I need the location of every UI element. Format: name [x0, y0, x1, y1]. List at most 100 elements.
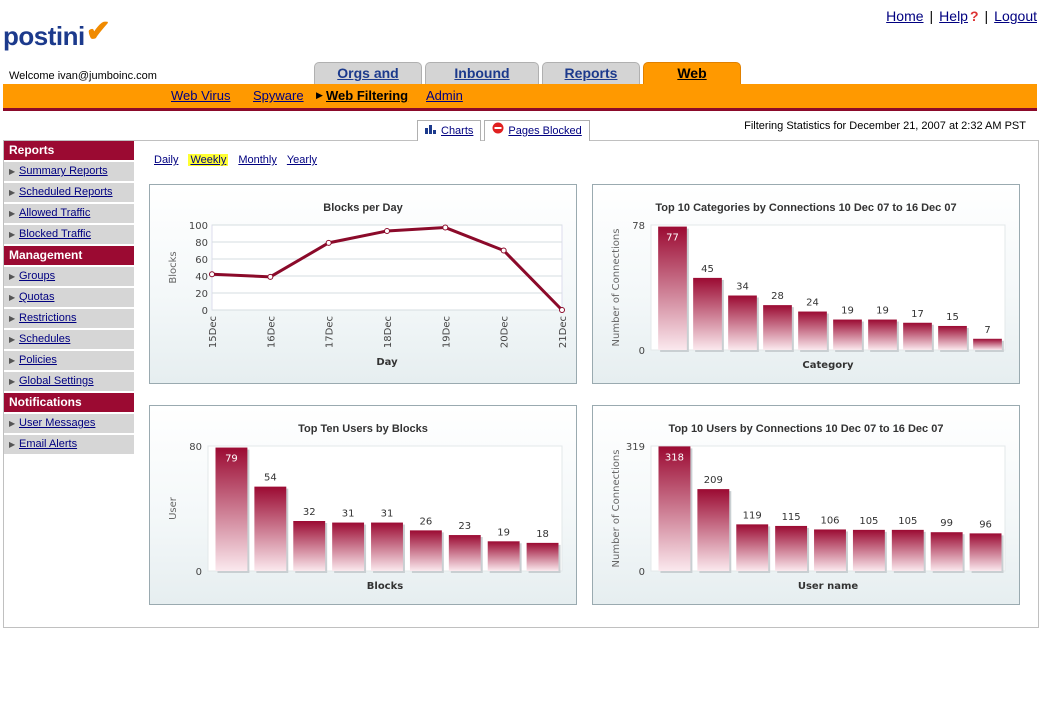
- bar: [658, 446, 691, 571]
- data-label: 77: [666, 233, 679, 244]
- x-axis-label: Category: [802, 360, 854, 371]
- subnav-web-virus[interactable]: Web Virus: [171, 88, 231, 103]
- period-yearly[interactable]: Yearly: [286, 154, 318, 166]
- sidebar-item-groups[interactable]: ▶ Groups: [4, 267, 134, 286]
- data-label: 32: [303, 507, 316, 518]
- x-tick-label: 21Dec: [558, 316, 569, 348]
- period-weekly[interactable]: Weekly: [188, 154, 229, 166]
- y-tick-label: 100: [189, 221, 208, 232]
- sidebar-item-blocked-traffic[interactable]: ▶ Blocked Traffic: [4, 225, 134, 244]
- tab-reports[interactable]: Reports: [542, 62, 640, 85]
- arrow-right-icon: ▶: [9, 293, 16, 302]
- logo-text: postini: [3, 21, 85, 51]
- data-label: 17: [911, 309, 924, 320]
- arrow-right-icon: ▶: [9, 419, 16, 428]
- sidebar-header-notifications: Notifications: [4, 393, 134, 412]
- sidebar-item-global-settings[interactable]: ▶ Global Settings: [4, 372, 134, 391]
- data-label: 45: [701, 264, 714, 275]
- x-tick-label: 17Dec: [325, 316, 336, 348]
- chart-title: Top Ten Users by Blocks: [298, 423, 428, 435]
- bar: [868, 319, 897, 350]
- bar: [526, 542, 559, 571]
- chart-title: Top 10 Users by Connections 10 Dec 07 to…: [668, 423, 944, 435]
- x-axis-label: Day: [376, 357, 398, 368]
- bar: [658, 226, 687, 350]
- subnav-web-filtering[interactable]: Web Filtering: [326, 88, 409, 103]
- help-link[interactable]: Help: [939, 8, 968, 24]
- data-label: 106: [820, 515, 839, 526]
- bar: [215, 447, 248, 571]
- sidebar-item-email-alerts[interactable]: ▶ Email Alerts: [4, 435, 134, 454]
- arrow-right-icon: ▶: [9, 377, 16, 386]
- period-daily[interactable]: Daily: [154, 154, 179, 166]
- sidebar-item-summary-reports[interactable]: ▶ Summary Reports: [4, 162, 134, 181]
- data-label: 119: [743, 510, 762, 521]
- sidebar-item-quotas[interactable]: ▶ Quotas: [4, 288, 134, 307]
- x-tick-label: 16Dec: [266, 316, 277, 348]
- arrow-right-icon: ▶: [9, 188, 16, 197]
- chart-panel-top-users-blocks: Top Ten Users by Blocks 0 80 79 54 32 31 31 26 2…: [149, 405, 577, 605]
- data-label: 26: [420, 516, 433, 527]
- data-label: 24: [806, 298, 819, 309]
- data-label: 209: [704, 475, 723, 486]
- separator: |: [984, 8, 989, 24]
- data-point: [384, 227, 390, 234]
- data-label: 7: [984, 325, 990, 336]
- tab-pages-blocked[interactable]: Pages Blocked: [484, 120, 590, 141]
- sidebar-item-scheduled-reports[interactable]: ▶ Scheduled Reports: [4, 183, 134, 202]
- y-axis-label: Number of Connections: [611, 450, 622, 568]
- subnav-admin[interactable]: Admin: [426, 88, 463, 103]
- sidebar-item-allowed-traffic[interactable]: ▶ Allowed Traffic: [4, 204, 134, 223]
- bar: [409, 530, 442, 571]
- tab-inbound-servers[interactable]: Inbound Servers: [425, 62, 539, 102]
- logout-link[interactable]: Logout: [994, 8, 1037, 24]
- sub-navigation: Web Virus Spyware ▶ Web Filtering Admin: [3, 84, 1037, 111]
- bar: [693, 277, 722, 350]
- tab-charts[interactable]: Charts: [417, 120, 482, 141]
- home-link[interactable]: Home: [886, 8, 924, 24]
- subnav-spyware[interactable]: Spyware: [253, 88, 304, 103]
- x-axis-label: Blocks: [367, 581, 403, 592]
- tab-orgs-and-users[interactable]: Orgs and Users: [314, 62, 422, 102]
- sidebar: Reports ▶ Summary Reports ▶ Scheduled Repo…: [4, 141, 134, 456]
- sidebar-item-user-messages[interactable]: ▶ User Messages: [4, 414, 134, 433]
- period-selector: Daily Weekly Monthly Yearly: [154, 154, 317, 166]
- bar: [969, 533, 1002, 571]
- chart-title: Top 10 Categories by Connections 10 Dec …: [655, 202, 957, 214]
- plot-area: [211, 224, 563, 311]
- sidebar-item-policies[interactable]: ▶ Policies: [4, 351, 134, 370]
- data-label: 15: [946, 312, 959, 323]
- data-label: 19: [497, 527, 510, 538]
- tab-web-content[interactable]: Web Content: [643, 62, 741, 102]
- arrow-right-icon: ▶: [9, 230, 16, 239]
- y-tick-label: 0: [202, 306, 208, 317]
- period-monthly[interactable]: Monthly: [238, 154, 277, 166]
- bar: [254, 486, 287, 571]
- bar: [371, 522, 403, 571]
- data-point: [325, 239, 332, 246]
- data-label: 31: [342, 509, 355, 520]
- arrow-right-icon: ▶: [9, 272, 16, 281]
- data-label: 99: [940, 518, 953, 529]
- data-label: 19: [876, 306, 889, 317]
- y-tick-label: 80: [195, 238, 208, 249]
- chart-panel-blocks-per-day: Blocks per Day 0 20 40 60 80 100 15Dec 16Dec 17D…: [149, 184, 577, 384]
- arrow-right-icon: ▶: [9, 356, 16, 365]
- bar-chart: 0 78 77 45 34 28 24 19 19 17 15 7 Category Number of …: [611, 221, 1006, 371]
- postini-logo: postini✔: [3, 15, 111, 53]
- data-label: 34: [736, 282, 749, 293]
- sidebar-item-schedules[interactable]: ▶ Schedules: [4, 330, 134, 349]
- y-axis-label: Blocks: [168, 251, 179, 283]
- bar: [293, 521, 326, 571]
- data-point: [209, 271, 215, 278]
- arrow-right-icon: ▶: [9, 440, 16, 449]
- sidebar-item-restrictions[interactable]: ▶ Restrictions: [4, 309, 134, 328]
- chart-panel-top-users-connections: Top 10 Users by Connections 10 Dec 07 to…: [592, 405, 1020, 605]
- sidebar-header-reports: Reports: [4, 141, 134, 160]
- arrow-right-icon: ▶: [9, 335, 16, 344]
- x-tick-label: 20Dec: [500, 316, 511, 348]
- arrow-right-icon: ▶: [9, 314, 16, 323]
- bar: [697, 489, 730, 571]
- help-icon[interactable]: ?: [969, 8, 979, 24]
- data-point: [442, 224, 449, 231]
